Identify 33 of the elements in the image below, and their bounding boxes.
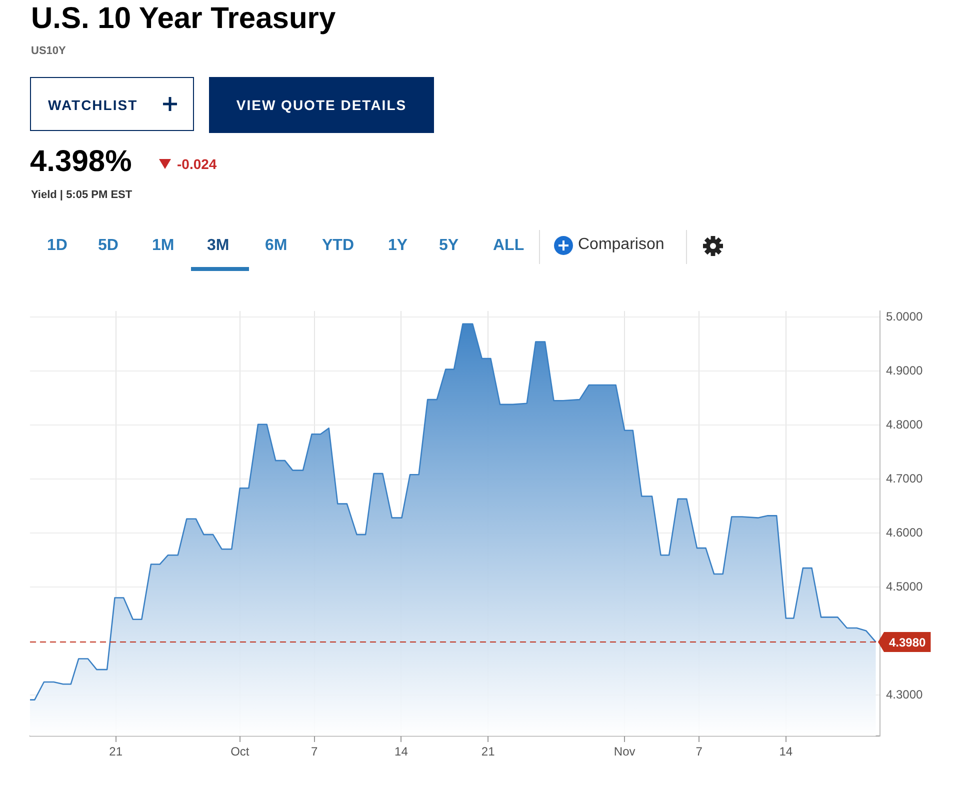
- y-tick-label: 4.9000: [886, 363, 924, 378]
- text: 5Y: [439, 237, 459, 255]
- x-tick-label: 14: [394, 744, 408, 759]
- text: Comparison: [578, 236, 664, 254]
- text: VIEW QUOTE DETAILS: [209, 77, 434, 133]
- x-tick-label: 21: [481, 744, 496, 759]
- y-tick-label: 4.8000: [886, 417, 924, 432]
- text: 1Y: [388, 237, 408, 255]
- x-tick-label: 7: [311, 744, 318, 759]
- text: 5D: [98, 237, 118, 255]
- x-tick-label: Nov: [614, 744, 636, 759]
- y-tick-label: 4.7000: [886, 471, 924, 486]
- y-tick-label: 4.3000: [886, 687, 924, 702]
- y-tick-label: 4.6000: [886, 525, 924, 540]
- text: 1M: [152, 237, 174, 255]
- text: ALL: [493, 237, 524, 255]
- text: -0.024: [177, 156, 217, 172]
- text: 3M: [207, 237, 230, 255]
- text: WATCHLIST: [48, 97, 138, 113]
- text: 6M: [265, 237, 288, 255]
- x-tick-label: 7: [696, 744, 703, 759]
- chart-title: U.S. 10 Year Treasury: [31, 2, 336, 36]
- chart-subtitle: US10Y: [31, 45, 66, 57]
- x-tick-label: Oct: [230, 744, 250, 759]
- text: 1D: [47, 237, 68, 255]
- y-tick-label: 4.5000: [886, 579, 924, 594]
- text: Yield | 5:05 PM EST: [31, 189, 132, 201]
- x-tick-label: 14: [779, 744, 793, 759]
- y-tick-label: 5.0000: [886, 309, 924, 324]
- text: 4.398%: [30, 145, 132, 179]
- text: YTD: [322, 237, 354, 255]
- ref-line-label: 4.3980: [889, 635, 926, 650]
- x-tick-label: 21: [109, 744, 123, 759]
